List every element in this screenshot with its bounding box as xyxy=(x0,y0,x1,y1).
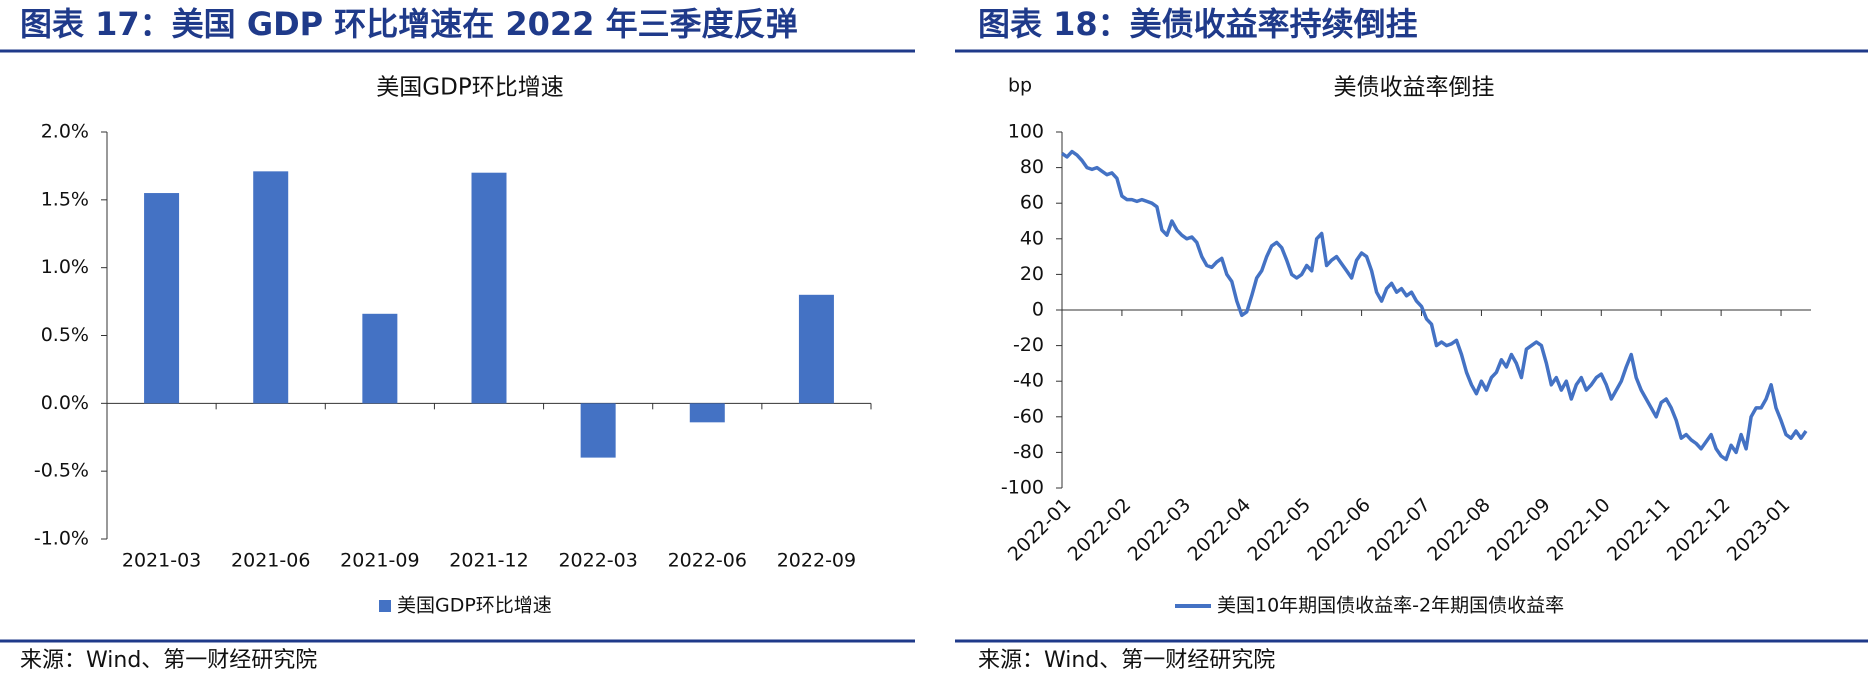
y-tick-label: 100 xyxy=(1008,121,1044,143)
y-tick-label: -0.5% xyxy=(34,460,89,482)
x-tick-label: 2021-06 xyxy=(231,550,310,572)
source: 来源：Wind、第一财经研究院 xyxy=(20,648,317,673)
x-tick-label: 2021-09 xyxy=(340,550,419,572)
y-tick-label: -20 xyxy=(1013,334,1044,356)
x-tick-label: 2021-03 xyxy=(122,550,201,572)
y-tick-label: 40 xyxy=(1020,227,1044,249)
y-tick-label: -80 xyxy=(1013,441,1044,463)
chart-title: 美国GDP环比增速 xyxy=(376,75,563,101)
bar xyxy=(689,403,725,423)
y-tick-label: 1.5% xyxy=(41,188,89,210)
y-tick-label: -1.0% xyxy=(34,528,89,550)
x-tick-label: 2022-03 xyxy=(1124,494,1196,566)
y-tick-label: 0 xyxy=(1032,299,1044,321)
x-tick-label: 2023-01 xyxy=(1723,494,1795,566)
y-tick-label: 0.0% xyxy=(41,392,89,414)
x-tick-label: 2022-08 xyxy=(1423,494,1495,566)
chart-title: 美债收益率倒挂 xyxy=(1334,75,1495,101)
caption: 图表 18：美债收益率持续倒挂 xyxy=(978,5,1418,43)
y-tick-label: 0.5% xyxy=(41,324,89,346)
y-tick-label: 1.0% xyxy=(41,256,89,278)
x-tick-label: 2022-12 xyxy=(1663,494,1735,566)
bar xyxy=(253,171,289,404)
caption: 图表 17：美国 GDP 环比增速在 2022 年三季度反弹 xyxy=(20,5,798,43)
x-tick-label: 2022-09 xyxy=(1483,494,1555,566)
x-tick-label: 2022-02 xyxy=(1064,494,1136,566)
y-tick-label: -40 xyxy=(1013,370,1044,392)
y-axis-label: bp xyxy=(1008,75,1032,97)
y-tick-label: 80 xyxy=(1020,156,1044,178)
bar xyxy=(144,193,180,404)
source: 来源：Wind、第一财经研究院 xyxy=(978,648,1275,673)
legend-label: 美国10年期国债收益率-2年期国债收益率 xyxy=(1217,595,1564,617)
y-tick-label: 2.0% xyxy=(41,121,89,143)
y-tick-label: -60 xyxy=(1013,405,1044,427)
bar xyxy=(471,172,507,404)
x-tick-label: 2022-06 xyxy=(668,550,747,572)
y-tick-label: 20 xyxy=(1020,263,1044,285)
x-tick-label: 2022-06 xyxy=(1303,494,1375,566)
x-tick-label: 2022-11 xyxy=(1603,494,1675,566)
bar xyxy=(798,294,834,404)
bar xyxy=(580,403,616,458)
x-tick-label: 2022-05 xyxy=(1243,494,1315,566)
y-tick-label: -100 xyxy=(1001,477,1044,499)
legend-label: 美国GDP环比增速 xyxy=(397,595,552,617)
line xyxy=(1060,149,1808,462)
x-tick-label: 2022-09 xyxy=(777,550,856,572)
x-tick-label: 2022-01 xyxy=(1004,494,1076,566)
y-tick-label: 60 xyxy=(1020,192,1044,214)
x-tick-label: 2022-07 xyxy=(1363,494,1435,566)
x-tick-label: 2021-12 xyxy=(449,550,528,572)
legend-swatch xyxy=(379,600,391,612)
x-tick-label: 2022-10 xyxy=(1543,494,1615,566)
x-tick-label: 2022-03 xyxy=(558,550,637,572)
bar xyxy=(362,313,398,404)
x-tick-label: 2022-04 xyxy=(1183,494,1255,566)
